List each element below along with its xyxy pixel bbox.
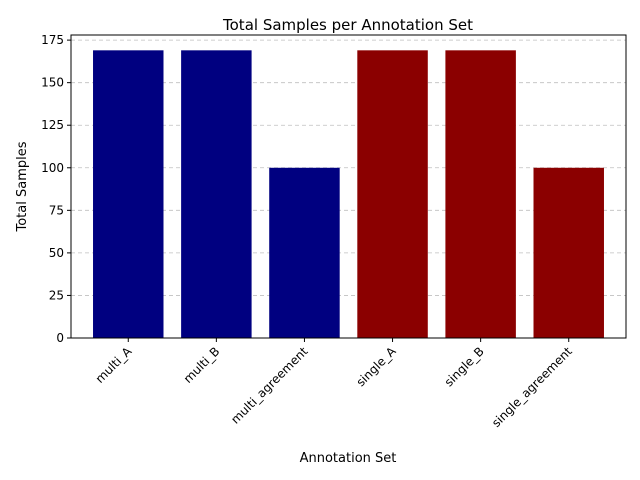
x-axis-label: Annotation Set	[300, 451, 397, 466]
bar-multi-A	[93, 50, 164, 339]
y-tick-label: 100	[41, 161, 64, 175]
x-tick-label: single_agreement	[489, 344, 575, 430]
bar-single-agreement	[533, 167, 604, 338]
x-tick-label: multi_B	[181, 344, 223, 386]
y-axis-label: Total Samples	[15, 141, 30, 232]
y-tick-label: 175	[41, 33, 64, 47]
y-tick-label: 150	[41, 76, 64, 90]
bar-single-B	[445, 50, 516, 339]
chart-title: Total Samples per Annotation Set	[222, 16, 473, 34]
y-tick-label: 50	[49, 246, 64, 260]
x-tick-label: multi_agreement	[228, 344, 311, 427]
x-axis: multi_A multi_B multi_agreement single_A sin…	[93, 338, 575, 430]
y-axis: 0 25 50 75 100 125 150 175	[41, 33, 71, 345]
x-tick-label: single_B	[442, 344, 487, 389]
bar-multi-agreement	[269, 167, 340, 338]
y-tick-label: 125	[41, 118, 64, 132]
y-tick-label: 25	[49, 288, 64, 302]
bar-multi-B	[181, 50, 252, 339]
bar-single-A	[357, 50, 428, 339]
y-tick-label: 75	[49, 203, 64, 217]
x-tick-label: multi_A	[93, 344, 135, 386]
y-tick-label: 0	[56, 331, 64, 345]
x-tick-label: single_A	[354, 344, 400, 390]
plot-frame	[70, 34, 627, 339]
bar-group	[93, 50, 604, 339]
